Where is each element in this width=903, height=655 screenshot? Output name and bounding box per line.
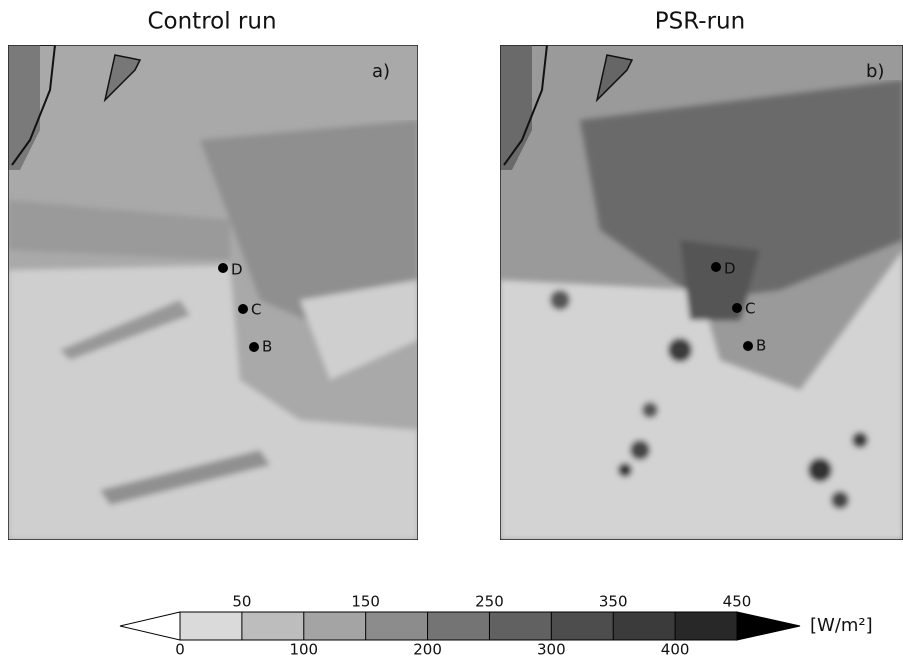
- map-b: [500, 45, 903, 540]
- colorbar-tick-label: 250: [475, 593, 504, 611]
- map-a: [8, 45, 418, 540]
- point: [711, 262, 721, 272]
- colorbar: 0 50 100 150 200 250 300 350 400 450: [119, 593, 801, 655]
- point: [743, 341, 753, 351]
- colorbar-unit: [W/m²]: [810, 615, 873, 636]
- point-label: D: [724, 260, 736, 278]
- colorbar-tick-label: 400: [661, 641, 690, 655]
- colorbar-bin: [365, 612, 428, 640]
- colorbar-extension: [119, 611, 181, 641]
- colorbar-bin: [675, 612, 737, 640]
- colorbar-tick-label: 350: [599, 593, 628, 611]
- point-label: D: [231, 261, 243, 279]
- point-label: C: [745, 300, 755, 318]
- colorbar-tick-label: 300: [537, 641, 566, 655]
- colorbar-bin: [303, 612, 366, 640]
- colorbar-extension: [736, 611, 801, 641]
- colorbar-bin: [427, 612, 490, 640]
- colorbar-tick-label: 200: [413, 641, 442, 655]
- colorbar-tick-label: 150: [351, 593, 380, 611]
- panel-title: PSR-run: [655, 9, 745, 35]
- colorbar-tick-label: 0: [175, 641, 185, 655]
- colorbar-tick-label: 450: [723, 593, 752, 611]
- colorbar-bin: [241, 612, 304, 640]
- point: [218, 263, 228, 273]
- panel-label: b): [866, 61, 884, 82]
- colorbar-bin: [551, 612, 614, 640]
- points-a: D C B: [218, 261, 272, 356]
- colorbar-tick-label: 50: [232, 593, 251, 611]
- panel-title: Control run: [147, 9, 276, 35]
- point-label: B: [756, 337, 766, 355]
- panel-label: a): [372, 61, 390, 82]
- colorbar-bin: [613, 612, 676, 640]
- point: [238, 304, 248, 314]
- point: [732, 303, 742, 313]
- colorbar-tick-label: 100: [289, 641, 318, 655]
- point-label: B: [262, 338, 272, 356]
- point: [249, 342, 259, 352]
- colorbar-bin: [489, 612, 552, 640]
- point-label: C: [251, 301, 261, 319]
- colorbar-bin: [180, 612, 242, 640]
- points-b: D C B: [711, 260, 766, 355]
